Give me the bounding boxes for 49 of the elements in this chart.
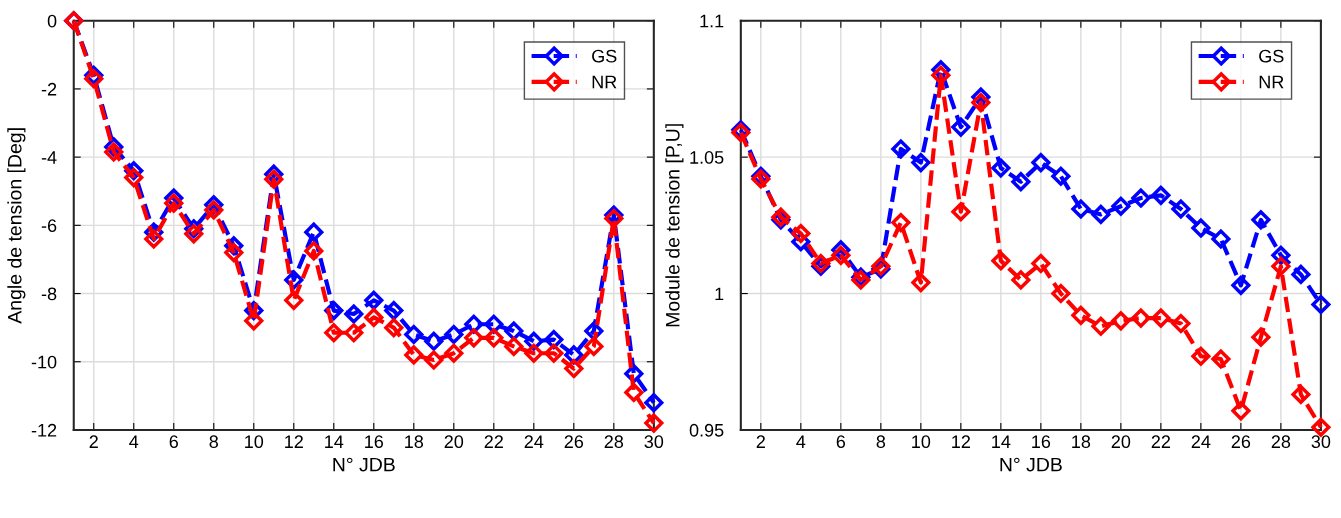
x-tick-label: 8 — [209, 435, 219, 449]
x-tick-label: 10 — [912, 435, 931, 449]
x-tick-label: 18 — [1072, 435, 1091, 449]
x-tick-label: 4 — [796, 435, 806, 448]
x-tick-label: 20 — [444, 435, 464, 449]
x-tick-label: 2 — [89, 435, 98, 448]
x-tick-label: 4 — [129, 435, 139, 448]
legend-label: GS — [1259, 49, 1284, 63]
y-tick-label: 1 — [715, 287, 724, 301]
x-tick-label: 24 — [524, 435, 544, 448]
x-tick-label: 2 — [756, 435, 765, 448]
x-tick-label: 20 — [1111, 435, 1131, 449]
x-tick-label: 26 — [1231, 435, 1251, 449]
legend-label: NR — [1259, 75, 1284, 89]
x-tick-label: 14 — [325, 435, 344, 448]
x-axis-title: N° JDB — [1000, 457, 1062, 472]
x-tick-label: 22 — [1151, 435, 1170, 448]
y-tick-label: 0 — [47, 14, 57, 28]
x-tick-label: 28 — [1271, 435, 1291, 449]
x-tick-label: 10 — [245, 435, 264, 449]
legend-label: NR — [592, 75, 617, 89]
y-tick-label: 1.1 — [700, 14, 724, 28]
y-tick-label: 0.95 — [689, 423, 724, 437]
x-tick-label: 22 — [484, 435, 503, 448]
y-axis-title: Module de tension [P,U] — [665, 124, 684, 327]
x-tick-label: 30 — [644, 435, 664, 449]
y-tick-label: -2 — [41, 82, 57, 96]
x-tick-label: 16 — [1032, 435, 1051, 449]
x-tick-label: 28 — [604, 435, 624, 449]
y-tick-label: -6 — [41, 219, 57, 233]
x-tick-label: 8 — [876, 435, 886, 449]
x-axis-title: N° JDB — [333, 457, 395, 472]
x-tick-label: 6 — [836, 435, 846, 449]
y-axis-title: Angle de tension [Deg] — [7, 128, 26, 324]
x-tick-label: 30 — [1311, 435, 1331, 449]
y-tick-label: -12 — [31, 423, 57, 437]
x-tick-label: 14 — [992, 435, 1011, 448]
x-tick-label: 12 — [952, 435, 970, 448]
x-tick-label: 24 — [1191, 435, 1211, 448]
x-tick-label: 6 — [169, 435, 178, 449]
legend-label: GS — [592, 49, 617, 63]
y-tick-label: -4 — [41, 151, 57, 164]
x-tick-label: 18 — [405, 435, 424, 449]
x-tick-label: 16 — [365, 435, 384, 449]
y-tick-label: 1.05 — [690, 151, 724, 164]
y-tick-label: -10 — [31, 355, 57, 369]
x-tick-label: 12 — [285, 435, 303, 448]
y-tick-label: -8 — [41, 287, 57, 301]
x-tick-label: 26 — [564, 435, 584, 449]
